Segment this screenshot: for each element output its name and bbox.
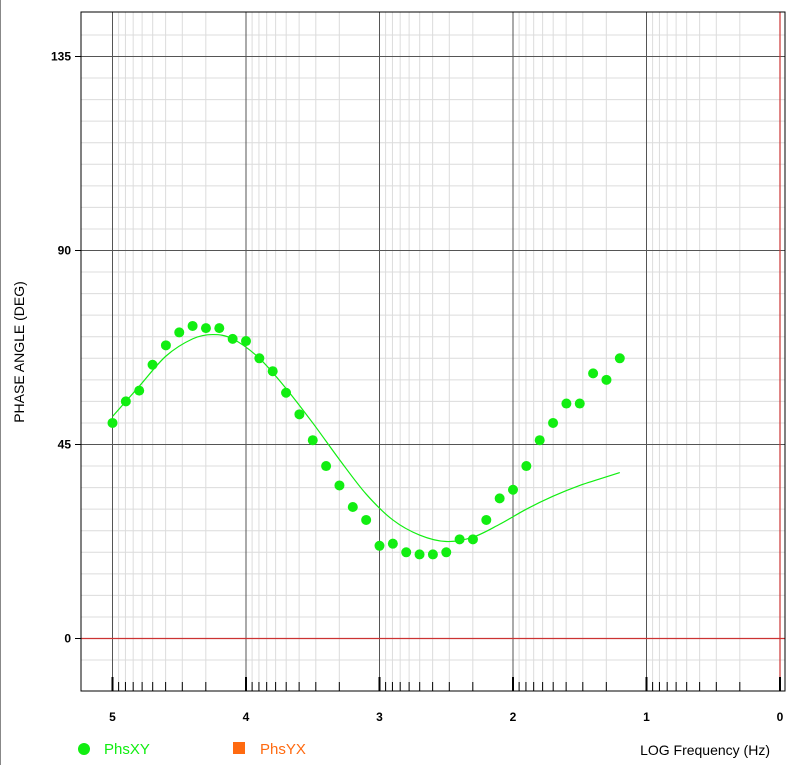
legend-marker-phsyx [233,742,245,754]
phsxy-data-point [467,534,478,545]
phsxy-data-point [267,366,278,377]
phsxy-data-point [307,435,318,446]
phsxy-data-point [254,353,265,364]
phsxy-data-point [374,540,385,551]
phsxy-data-point [120,396,131,407]
phsxy-data-point [361,514,372,525]
legend-label-phsyx: PhsYX [260,741,306,758]
phsxy-curve-path [112,333,620,543]
reference-lines [81,12,785,691]
phsxy-data-point [160,340,171,351]
x-tick-label: 0 [777,710,784,724]
phsxy-data-point [241,336,251,347]
phsxy-data-point [294,409,305,420]
phsxy-data-point [521,461,532,472]
y-axis-title: PHASE ANGLE (DEG) [11,281,27,423]
phsxy-data-point [321,461,332,472]
phsxy-data-point [481,514,492,525]
phsxy-data-point [200,323,211,334]
x-tick-label: 1 [643,710,650,724]
phsxy-data-point [548,417,559,428]
phsxy-data-point [441,547,452,558]
x-tick-label: 3 [376,710,383,724]
phsxy-data-point [454,534,465,545]
phsxy-data-points [107,320,625,560]
phsxy-data-point [614,353,625,364]
phsxy-data-point [347,502,358,513]
axis-ticks [75,56,781,691]
phsxy-data-point [401,547,412,558]
phsxy-data-point [134,385,145,396]
phsxy-data-point [174,327,185,338]
phsxy-data-point [588,368,599,379]
phsxy-data-point [494,493,505,504]
phsxy-data-point [387,538,398,549]
minor-grid [81,12,785,691]
legend-marker-phsxy [78,743,90,755]
x-tick-label: 5 [109,710,116,724]
y-tick-label: 45 [58,438,72,452]
phsxy-data-point [281,387,292,398]
legend: PhsXY PhsYX [78,741,306,758]
phsxy-data-point [147,359,158,370]
phsxy-data-point [227,333,238,344]
phsxy-data-point [214,323,225,334]
phsxy-data-point [508,484,518,495]
phsxy-data-point [574,398,585,409]
x-tick-label: 2 [510,710,517,724]
x-tick-labels: 5 4 3 2 1 0 [109,710,784,724]
y-tick-labels: 0 45 90 135 [51,50,71,646]
phsxy-data-point [414,549,425,560]
phsxy-data-point [534,435,545,446]
x-tick-label: 4 [243,710,250,724]
phsxy-data-point [107,417,118,428]
y-tick-label: 90 [58,244,72,258]
phsxy-data-point [601,374,612,385]
legend-label-phsxy: PhsXY [104,741,150,758]
y-tick-label: 0 [64,632,71,646]
phsxy-data-point [561,398,572,409]
y-tick-label: 135 [51,50,71,64]
phsxy-data-point [334,480,345,491]
x-axis-title: LOG Frequency (Hz) [640,742,770,758]
phsxy-model-curve [112,333,620,543]
phsxy-data-point [187,320,198,331]
phsxy-data-point [427,549,438,560]
